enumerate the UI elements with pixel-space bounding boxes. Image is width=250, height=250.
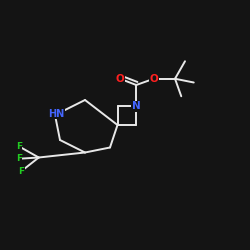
Text: F: F [16, 154, 22, 163]
Text: N: N [132, 101, 140, 111]
Text: F: F [18, 167, 24, 176]
Text: F: F [16, 142, 22, 151]
Text: O: O [116, 74, 124, 84]
Text: O: O [150, 74, 158, 84]
Text: HN: HN [48, 109, 64, 119]
